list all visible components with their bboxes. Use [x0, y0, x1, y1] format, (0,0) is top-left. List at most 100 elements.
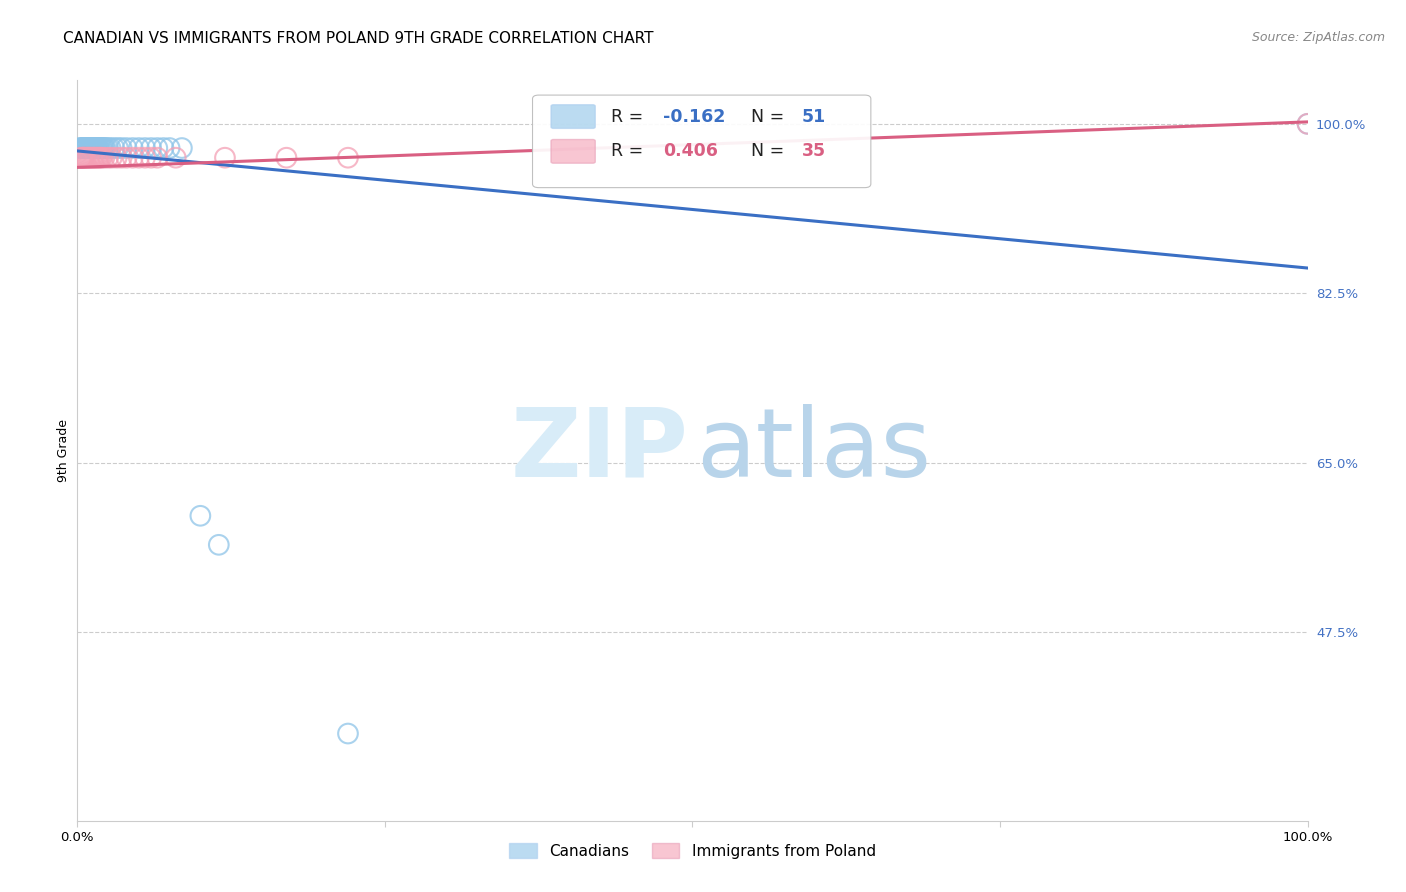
Point: [90, 141, 112, 155]
Text: N =: N =: [741, 108, 790, 126]
Point: [77, 141, 100, 155]
Point: [276, 151, 298, 165]
Point: [214, 151, 236, 165]
Text: ZIP: ZIP: [510, 404, 689, 497]
Y-axis label: 9th Grade: 9th Grade: [58, 419, 70, 482]
Point: [87, 141, 110, 155]
Point: [80, 141, 103, 155]
Text: 51: 51: [801, 108, 827, 126]
Point: [152, 141, 174, 155]
Point: [86, 141, 108, 155]
FancyBboxPatch shape: [533, 95, 870, 187]
Point: [77, 151, 100, 165]
Point: [93, 151, 115, 165]
Text: N =: N =: [741, 143, 790, 161]
Point: [82, 141, 104, 155]
Point: [159, 141, 181, 155]
Point: [72, 141, 94, 155]
Point: [188, 508, 212, 523]
Point: [1296, 117, 1319, 131]
Point: [70, 151, 93, 165]
Point: [75, 141, 97, 155]
Point: [86, 141, 108, 155]
Point: [128, 151, 150, 165]
Point: [87, 141, 110, 155]
Point: [79, 141, 101, 155]
Point: [97, 141, 120, 155]
Point: [107, 141, 129, 155]
Point: [208, 538, 231, 552]
Point: [86, 151, 108, 165]
Point: [82, 141, 104, 155]
Legend: Canadians, Immigrants from Poland: Canadians, Immigrants from Poland: [503, 837, 882, 865]
Point: [69, 141, 91, 155]
Text: atlas: atlas: [696, 404, 931, 497]
Point: [128, 141, 150, 155]
Point: [101, 151, 124, 165]
Text: -0.162: -0.162: [664, 108, 725, 126]
Point: [82, 151, 104, 165]
FancyBboxPatch shape: [551, 104, 595, 128]
Point: [77, 141, 100, 155]
Point: [115, 141, 138, 155]
Point: [134, 141, 156, 155]
Point: [115, 151, 138, 165]
Point: [82, 151, 104, 165]
Point: [146, 151, 169, 165]
Point: [90, 151, 112, 165]
Point: [82, 141, 104, 155]
Point: [337, 151, 360, 165]
Point: [94, 141, 117, 155]
Point: [146, 141, 169, 155]
Point: [90, 151, 114, 165]
FancyBboxPatch shape: [551, 139, 595, 163]
Point: [100, 141, 122, 155]
Point: [72, 151, 94, 165]
Point: [83, 151, 105, 165]
Text: 35: 35: [801, 143, 827, 161]
Point: [165, 151, 187, 165]
Point: [76, 141, 98, 155]
Point: [73, 141, 96, 155]
Text: CANADIAN VS IMMIGRANTS FROM POLAND 9TH GRADE CORRELATION CHART: CANADIAN VS IMMIGRANTS FROM POLAND 9TH G…: [63, 31, 654, 46]
Point: [80, 141, 103, 155]
Point: [111, 151, 132, 165]
Point: [121, 141, 143, 155]
Point: [83, 141, 105, 155]
Point: [105, 151, 128, 165]
Text: 0.406: 0.406: [664, 143, 718, 161]
Point: [103, 141, 125, 155]
Point: [84, 141, 107, 155]
Point: [89, 151, 111, 165]
Point: [75, 141, 97, 155]
Point: [89, 141, 111, 155]
Point: [111, 141, 132, 155]
Point: [121, 151, 143, 165]
Point: [73, 141, 96, 155]
Point: [141, 141, 163, 155]
Point: [79, 141, 101, 155]
Point: [76, 151, 98, 165]
Text: R =: R =: [612, 108, 650, 126]
Point: [90, 141, 114, 155]
Point: [87, 151, 110, 165]
Point: [80, 151, 103, 165]
Point: [70, 141, 93, 155]
Point: [70, 151, 93, 165]
Point: [1296, 117, 1319, 131]
Point: [79, 151, 101, 165]
Point: [75, 151, 97, 165]
Point: [134, 151, 156, 165]
Point: [73, 151, 96, 165]
Point: [72, 151, 94, 165]
Point: [141, 151, 163, 165]
Point: [97, 151, 120, 165]
Point: [337, 726, 360, 740]
Point: [84, 151, 107, 165]
Text: Source: ZipAtlas.com: Source: ZipAtlas.com: [1251, 31, 1385, 45]
Point: [93, 141, 115, 155]
Point: [83, 141, 105, 155]
Point: [70, 141, 93, 155]
Point: [84, 141, 107, 155]
Point: [170, 141, 193, 155]
